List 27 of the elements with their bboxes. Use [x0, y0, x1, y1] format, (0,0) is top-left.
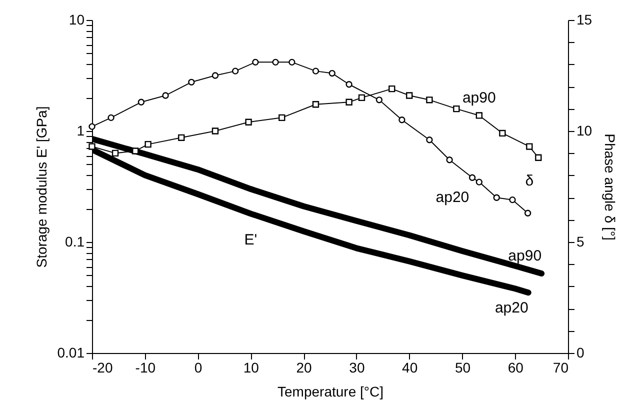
x-tick-label: 50	[454, 360, 471, 376]
y2-tick-label: 15	[576, 12, 592, 28]
y-tick-label: 10	[68, 12, 85, 28]
x-tick-label: -10	[135, 360, 156, 376]
series-label: ap90	[462, 89, 496, 106]
y2-axis-title: Phase angle δ [°]	[602, 134, 618, 240]
x-axis-title: Temperature [°C]	[278, 384, 384, 400]
x-tick-label: 0	[194, 360, 202, 376]
y2-tick-label: 0	[576, 344, 584, 360]
y2-tick-label: 10	[576, 122, 592, 138]
x-tick-label: 60	[508, 360, 524, 376]
x-tick-label: 30	[349, 360, 365, 376]
series-label: ap20	[494, 300, 528, 317]
series-label: ap90	[508, 248, 542, 265]
x-tick-label: 70	[552, 360, 569, 376]
y-tick-label: 1	[76, 122, 85, 138]
x-tick-label: -20	[92, 360, 113, 376]
y-tick-label: 0.01	[57, 344, 85, 360]
x-tick-label: 20	[296, 360, 312, 376]
annotation: E'	[244, 232, 258, 249]
y-tick-label: 0.1	[65, 234, 85, 250]
annotation: δ	[525, 172, 534, 190]
series-label: ap20	[436, 189, 470, 206]
x-tick-label: 40	[402, 360, 418, 376]
y-axis-title: Storage modulus E' [GPa]	[33, 106, 50, 268]
y2-tick-label: 5	[576, 234, 584, 250]
x-tick-label: 10	[243, 360, 260, 376]
